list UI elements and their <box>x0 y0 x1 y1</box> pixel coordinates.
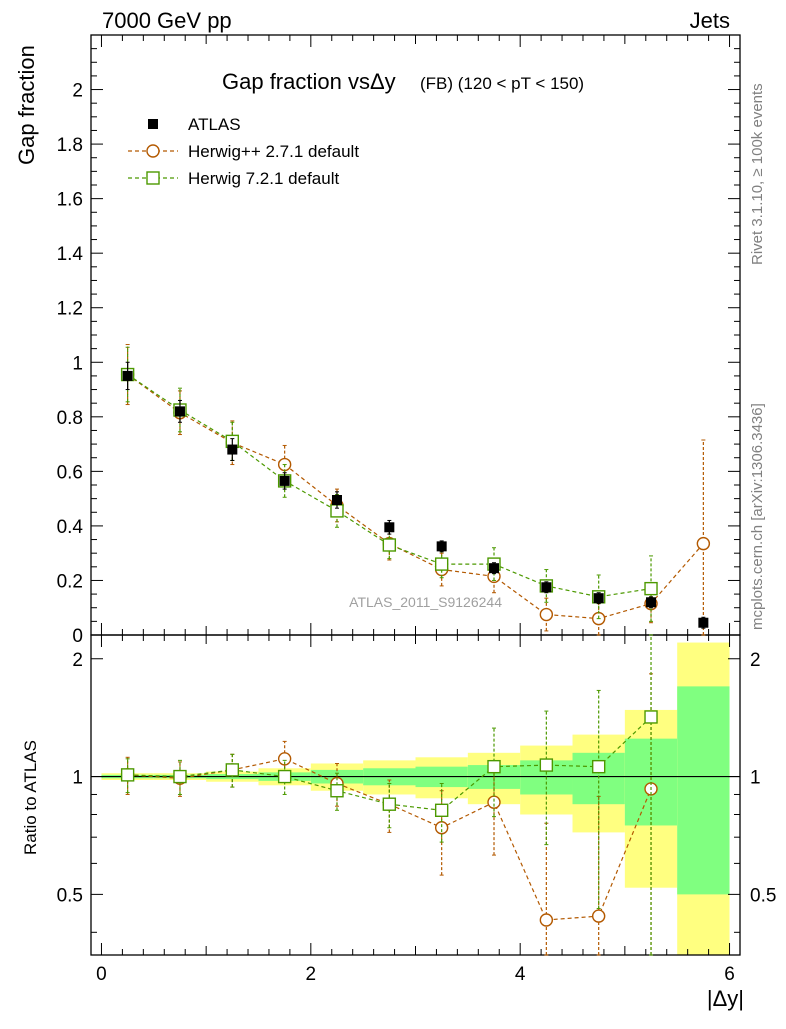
legend-marker-atlas <box>148 119 158 129</box>
data-point <box>436 541 447 552</box>
mc-point-square <box>382 797 397 811</box>
x-tick-label: 0 <box>96 964 107 985</box>
axes-layer: 0 0.2 0.4 0.6 0.8 1 1.2 1.4 1.6 1.8 2 0 2 4 6 0.5 0.5 1 1 2… <box>57 34 776 985</box>
series-square <box>120 634 658 956</box>
data-point <box>698 617 709 628</box>
y-tick-label: 2 <box>72 81 83 102</box>
legend-marker-square <box>146 171 160 185</box>
mc-point-square <box>644 710 658 724</box>
y-tick-label: 1.2 <box>57 299 83 320</box>
y-axis-label-bottom: Ratio to ATLAS <box>21 740 40 855</box>
mc-point-square <box>173 769 187 784</box>
uncertainty-bands <box>91 642 740 955</box>
data-point <box>541 582 552 593</box>
mc-point-circle <box>539 913 554 927</box>
y-tick-label: 0.4 <box>57 517 84 538</box>
ratio-y-tick-label: 0.5 <box>750 885 776 906</box>
mc-point-square <box>120 768 135 782</box>
data-point <box>384 522 395 533</box>
data-point <box>489 563 500 574</box>
data-point <box>646 597 657 608</box>
chart-title-main: Gap fraction vsΔy <box>222 69 396 94</box>
ratio-y-tick-label: 1 <box>72 768 83 789</box>
y-tick-label: 0.8 <box>57 408 83 429</box>
data-point <box>122 370 133 381</box>
side-label-bottom: mcplots.cern.ch [arXiv:1306.3436] <box>749 403 766 630</box>
x-axis-label: |Δy| <box>707 986 744 1011</box>
ratio-y-tick-label: 1 <box>750 768 761 789</box>
ratio-y-tick-label: 2 <box>72 650 83 671</box>
y-tick-label: 1.4 <box>57 244 84 265</box>
mc-point-circle <box>277 752 292 766</box>
series-line <box>127 374 704 620</box>
stat-band-green <box>677 686 730 895</box>
y-tick-label: 1.8 <box>57 135 83 156</box>
mc-point-square <box>591 759 606 774</box>
mc-point-square <box>644 581 658 596</box>
top-right-label: Jets <box>690 8 730 33</box>
y-tick-label: 1 <box>72 353 83 374</box>
y-tick-label: 1.6 <box>57 190 83 211</box>
ratio-y-tick-label: 2 <box>750 650 761 671</box>
top-left-label: 7000 GeV pp <box>102 8 232 33</box>
chart-title-sub: (FB) (120 < pT < 150) <box>420 74 584 93</box>
legend-label: ATLAS <box>188 115 241 134</box>
legend-label: Herwig 7.2.1 default <box>188 169 339 188</box>
mc-point-circle <box>696 536 711 551</box>
legend-marker-circle <box>146 144 160 158</box>
series-layer <box>120 344 711 956</box>
y-tick-label: 0.2 <box>57 571 83 592</box>
mc-point-square <box>382 538 397 552</box>
data-point <box>279 475 290 486</box>
mc-point-square <box>330 784 344 798</box>
legend: ATLAS Herwig++ 2.7.1 default Herwig 7.2.1 … <box>128 115 359 188</box>
side-label-top: Rivet 3.1.10, ≥ 100k events <box>749 83 766 265</box>
mc-point-square <box>539 758 554 772</box>
data-point <box>331 495 342 505</box>
y-tick-label: 0 <box>72 626 83 647</box>
y-tick-label: 0.6 <box>57 462 83 483</box>
analysis-watermark: ATLAS_2011_S9126244 <box>349 594 502 610</box>
series-line <box>127 374 652 598</box>
mc-point-square <box>487 759 501 774</box>
chart-title: Gap fraction vsΔy (FB) (120 < pT < 150) <box>222 69 584 94</box>
ratio-y-tick-label: 0.5 <box>57 885 83 906</box>
mc-point-circle <box>591 909 606 923</box>
data-point <box>593 593 604 604</box>
series-data <box>122 361 709 629</box>
x-tick-label: 4 <box>515 964 526 985</box>
data-point <box>227 444 238 455</box>
mc-point-square <box>434 557 449 571</box>
mc-point-square <box>225 763 240 777</box>
mc-point-circle <box>539 607 554 622</box>
mc-point-square <box>434 803 449 817</box>
mc-point-square <box>277 769 292 784</box>
series-square <box>120 346 658 622</box>
legend-label: Herwig++ 2.7.1 default <box>188 142 359 161</box>
data-point <box>174 406 185 417</box>
x-tick-label: 6 <box>724 964 735 985</box>
x-tick-label: 2 <box>306 964 317 985</box>
series-circle <box>120 344 711 636</box>
y-axis-label-top: Gap fraction <box>14 45 39 165</box>
